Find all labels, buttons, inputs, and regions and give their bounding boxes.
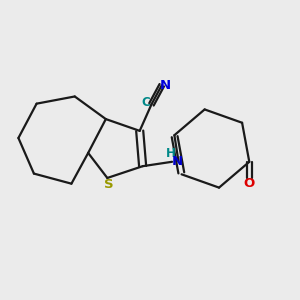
Text: N: N [160,79,171,92]
Text: C: C [142,96,151,110]
Text: H: H [166,147,176,160]
Text: O: O [244,177,255,190]
Text: S: S [104,178,114,191]
Text: N: N [172,155,183,168]
